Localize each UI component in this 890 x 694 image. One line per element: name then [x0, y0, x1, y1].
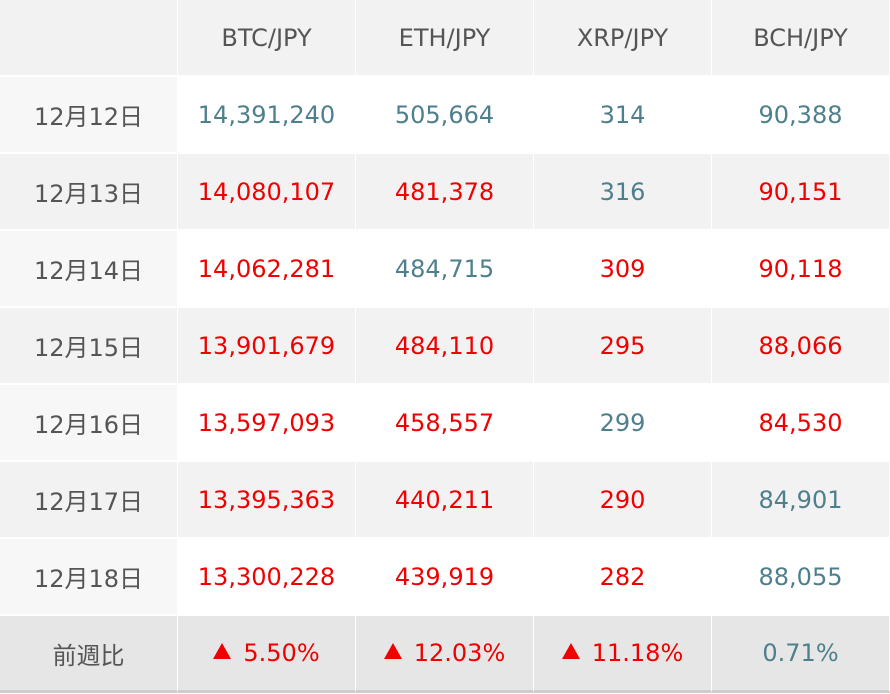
row-date: 12月17日: [0, 462, 178, 539]
header-row: BTC/JPY ETH/JPY XRP/JPY BCH/JPY: [0, 0, 890, 77]
xrp-change-value: 11.18%: [591, 639, 684, 667]
table-row: 12月12日 14,391,240 505,664 314 90,388: [0, 77, 890, 154]
eth-price-cell: 484,110: [356, 308, 534, 385]
row-date: 12月18日: [0, 539, 178, 616]
eth-price-cell: 484,715: [356, 231, 534, 308]
row-date: 12月15日: [0, 308, 178, 385]
table-row: 12月18日 13,300,228 439,919 282 88,055: [0, 539, 890, 616]
btc-change-cell: 5.50%: [178, 616, 356, 693]
bch-price-cell: 90,151: [712, 154, 890, 231]
xrp-price-cell: 282: [534, 539, 712, 616]
eth-change-value: 12.03%: [413, 639, 506, 667]
btc-price-cell: 14,062,281: [178, 231, 356, 308]
row-date: 12月13日: [0, 154, 178, 231]
table-row: 12月13日 14,080,107 481,378 316 90,151: [0, 154, 890, 231]
btc-price-cell: 13,300,228: [178, 539, 356, 616]
triangle-up-icon: [213, 643, 232, 659]
header-date-cell: [0, 0, 178, 77]
xrp-price-cell: 309: [534, 231, 712, 308]
eth-change-cell: 12.03%: [356, 616, 534, 693]
table-row: 12月15日 13,901,679 484,110 295 88,066: [0, 308, 890, 385]
btc-price-cell: 13,395,363: [178, 462, 356, 539]
btc-price-cell: 14,080,107: [178, 154, 356, 231]
header-btc-jpy: BTC/JPY: [178, 0, 356, 77]
bch-price-cell: 90,388: [712, 77, 890, 154]
xrp-price-cell: 299: [534, 385, 712, 462]
xrp-price-cell: 290: [534, 462, 712, 539]
bch-price-cell: 88,055: [712, 539, 890, 616]
eth-price-cell: 440,211: [356, 462, 534, 539]
btc-price-cell: 14,391,240: [178, 77, 356, 154]
bch-change-cell: 0.71%: [712, 616, 890, 693]
bch-change-value: 0.71%: [762, 639, 839, 667]
btc-change-value: 5.50%: [243, 639, 320, 667]
eth-price-cell: 505,664: [356, 77, 534, 154]
btc-price-cell: 13,597,093: [178, 385, 356, 462]
bch-price-cell: 84,901: [712, 462, 890, 539]
bch-price-cell: 84,530: [712, 385, 890, 462]
header-eth-jpy: ETH/JPY: [356, 0, 534, 77]
triangle-up-icon: [383, 643, 402, 659]
week-over-week-row: 前週比 5.50% 12.03% 11.18% 0.71%: [0, 616, 890, 693]
header-xrp-jpy: XRP/JPY: [534, 0, 712, 77]
xrp-price-cell: 316: [534, 154, 712, 231]
row-date: 12月16日: [0, 385, 178, 462]
table-row: 12月14日 14,062,281 484,715 309 90,118: [0, 231, 890, 308]
triangle-up-icon: [561, 643, 580, 659]
eth-price-cell: 458,557: [356, 385, 534, 462]
table-body: 12月12日 14,391,240 505,664 314 90,388 12月…: [0, 77, 890, 616]
xrp-price-cell: 314: [534, 77, 712, 154]
summary-label: 前週比: [0, 616, 178, 693]
bch-price-cell: 90,118: [712, 231, 890, 308]
btc-price-cell: 13,901,679: [178, 308, 356, 385]
xrp-change-cell: 11.18%: [534, 616, 712, 693]
row-date: 12月12日: [0, 77, 178, 154]
table-row: 12月16日 13,597,093 458,557 299 84,530: [0, 385, 890, 462]
eth-price-cell: 481,378: [356, 154, 534, 231]
eth-price-cell: 439,919: [356, 539, 534, 616]
xrp-price-cell: 295: [534, 308, 712, 385]
table-row: 12月17日 13,395,363 440,211 290 84,901: [0, 462, 890, 539]
row-date: 12月14日: [0, 231, 178, 308]
bch-price-cell: 88,066: [712, 308, 890, 385]
header-bch-jpy: BCH/JPY: [712, 0, 890, 77]
